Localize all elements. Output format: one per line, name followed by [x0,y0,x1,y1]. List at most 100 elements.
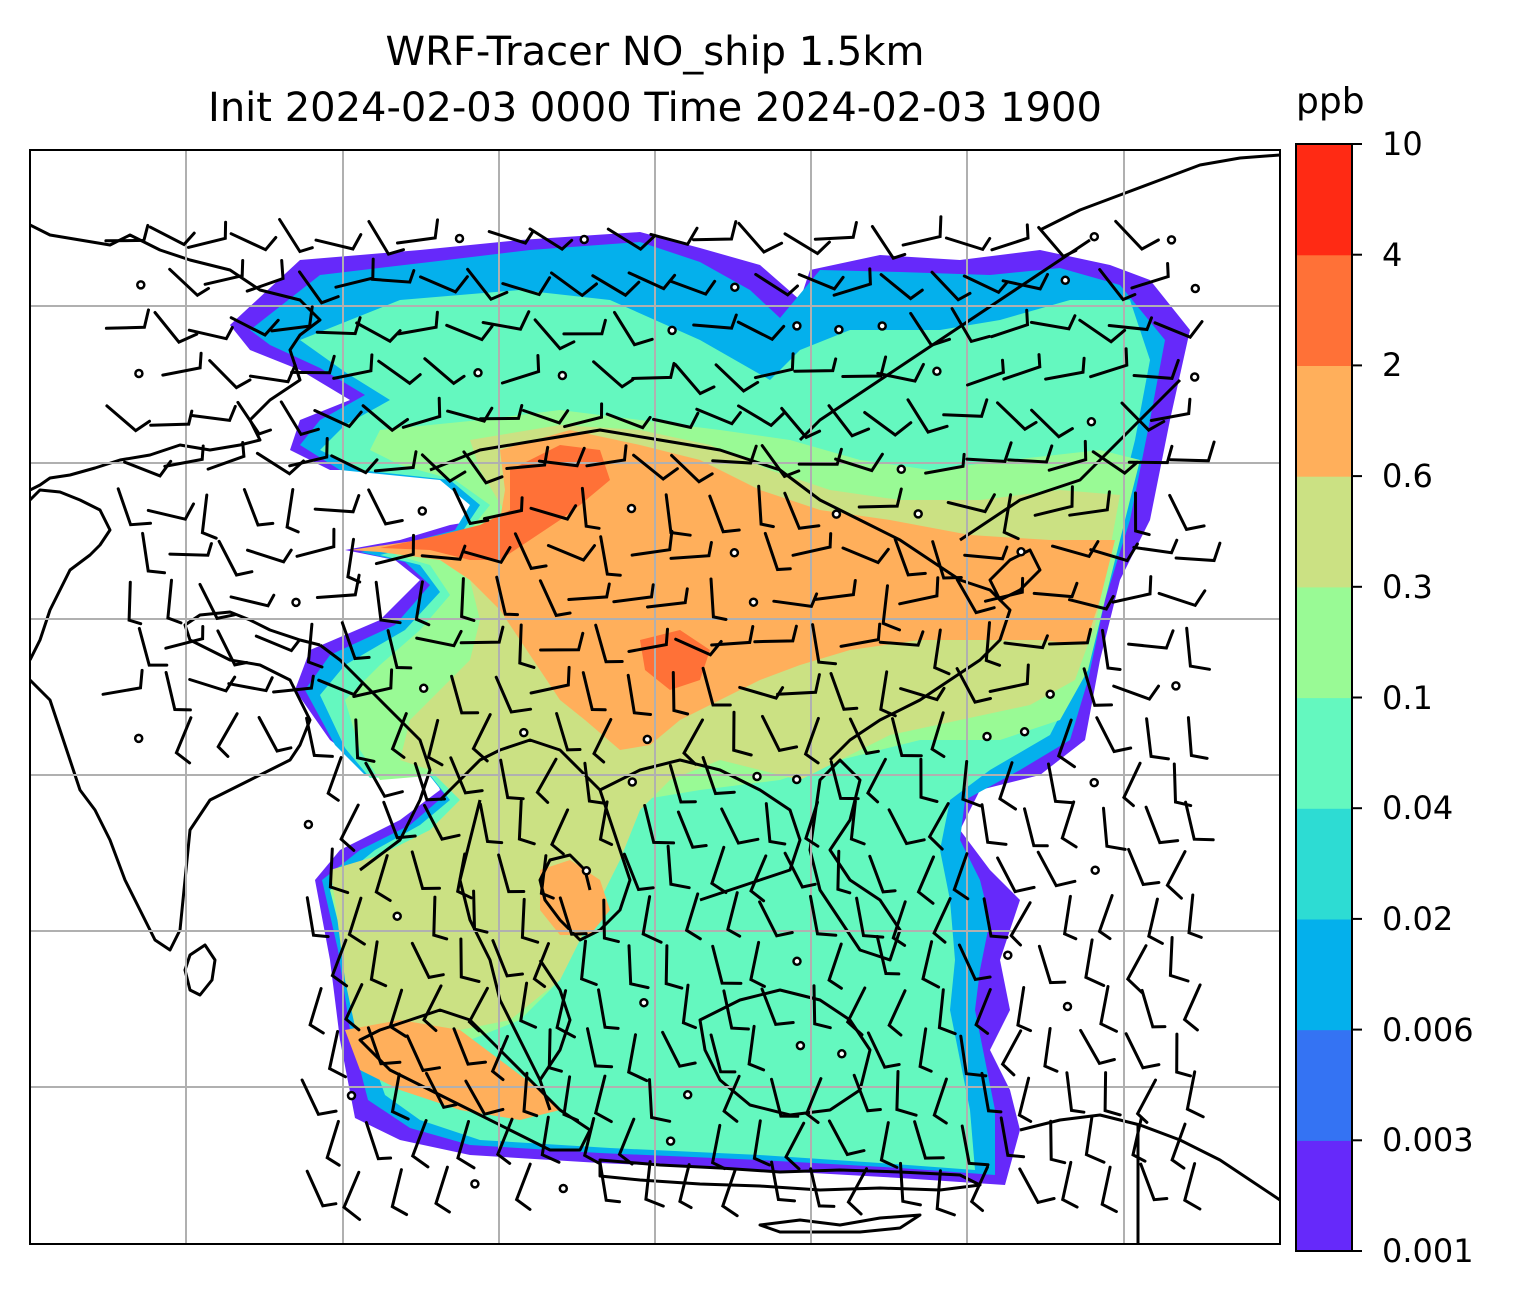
wind-barb [242,488,275,527]
wind-barb [174,716,193,765]
wind-barb [984,621,1002,667]
wind-barb [804,1077,823,1124]
wind-barb [937,988,957,1036]
wind-barb [315,573,361,599]
wind-barb [852,1073,882,1113]
wind-barb [849,799,866,846]
wind-barb [330,938,349,988]
wind-barb [1183,1162,1202,1211]
calm-wind-marker [1089,231,1100,242]
wind-barb [1125,944,1148,995]
calm-wind-marker [837,1049,847,1059]
wind-barb [597,988,620,1030]
wind-barb [582,1117,601,1165]
wind-barb [592,718,613,764]
wind-barb [1168,493,1206,532]
wind-barb [1048,627,1093,646]
calm-wind-marker [1166,235,1177,245]
wind-barb [562,1075,579,1122]
wind-barb [722,989,750,1031]
calm-wind-marker [1060,275,1071,286]
wind-barb [963,545,1009,561]
calm-wind-marker [579,234,589,245]
wind-barb [809,1167,836,1208]
calm-wind-marker [665,1136,676,1146]
wind-barb [456,1120,476,1170]
calm-wind-marker [1189,372,1200,382]
wind-barb [141,531,166,575]
wind-barb [367,488,404,526]
wind-barb [709,577,728,621]
wind-barb [887,989,907,1037]
wind-barb [695,407,742,426]
wind-barb [737,404,785,428]
wind-barb [1101,628,1122,671]
wind-barb [164,625,205,650]
wind-barb [137,626,169,667]
wind-barb [388,988,408,1038]
wind-barb [364,1121,393,1161]
wind-barb [1082,667,1113,707]
wind-barb [342,1170,362,1221]
wind-barb [285,488,300,534]
wind-barb [278,218,314,254]
calm-wind-marker [896,464,907,475]
wind-barb [459,625,505,645]
wind-barb [1170,1122,1187,1170]
calm-wind-marker [519,727,529,738]
wind-barb [737,221,784,254]
wind-barb [918,1027,933,1073]
coastline-malay-peninsula [458,799,572,1111]
wind-barb [270,305,314,333]
wind-barb [490,1034,509,1082]
calm-wind-marker [346,1090,357,1101]
wind-barb [641,895,663,944]
wind-barb [464,1079,505,1116]
wind-barb [1120,401,1166,432]
colorbar-tick-label: 0.6 [1382,457,1433,496]
wind-barb [390,1168,409,1216]
colorbar-segment [1296,1140,1352,1252]
wind-barb [326,756,343,802]
wind-barb [248,363,297,384]
wind-barb [950,307,991,344]
wind-barb [598,1161,621,1204]
wind-barb [763,531,792,572]
wind-barb [1157,589,1207,608]
wind-barb [1049,1119,1067,1165]
wind-barb [630,529,674,557]
wind-barb [579,939,598,986]
wind-barb [879,670,897,718]
wind-barb [1091,450,1139,475]
wind-barb [627,1033,649,1083]
coastline-china-coast [429,238,1091,762]
wind-barb [168,542,213,557]
calm-wind-marker [729,548,740,558]
wind-barb [382,800,417,840]
wind-barb [1068,594,1115,611]
wind-barb [714,363,760,393]
wind-barb [1056,718,1076,769]
wind-barb [760,987,795,1027]
colorbar-segment [1296,586,1352,699]
wind-barb [649,226,699,247]
wind-barb [921,940,941,989]
wind-barb [1060,800,1078,849]
wind-barb [479,404,524,421]
wind-barb [1036,850,1077,888]
wind-barb [666,844,691,890]
wind-barb [288,437,329,468]
wind-barb [190,404,237,423]
calm-wind-marker [730,282,740,292]
wind-barb [519,981,538,1029]
wind-barb [308,987,325,1035]
wind-barb [200,493,218,540]
wind-barb [990,308,1030,339]
wind-barb [652,411,700,430]
wind-barb [846,1167,868,1216]
wind-barb [481,310,531,331]
wind-barb [495,1117,514,1165]
wind-barb [374,533,415,566]
wind-barb [539,631,585,652]
